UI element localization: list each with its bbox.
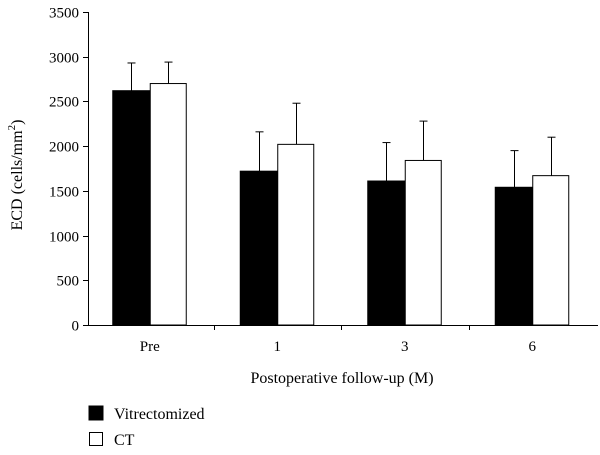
legend-label-ct: CT bbox=[114, 432, 135, 449]
bars-group bbox=[112, 61, 570, 326]
y-tick-label: 0 bbox=[72, 319, 80, 335]
x-tick-label: 1 bbox=[274, 339, 282, 355]
bar-ct-1 bbox=[277, 143, 315, 326]
y-tick-label: 2500 bbox=[49, 95, 79, 111]
legend: Vitrectomized CT bbox=[88, 405, 205, 449]
x-axis-title: Postoperative follow-up (M) bbox=[250, 370, 433, 387]
x-tick-label: 6 bbox=[529, 339, 537, 355]
y-axis-title-superscript: 2 bbox=[6, 125, 18, 131]
y-tick-label: 1500 bbox=[49, 185, 79, 201]
y-tick-label: 3000 bbox=[49, 51, 79, 67]
bar-vitrectomized-6 bbox=[494, 186, 533, 326]
y-axis-title-close: ) bbox=[9, 120, 26, 125]
y-axis-title-main: ECD (cells/mm bbox=[9, 130, 26, 231]
x-tick-label: Pre bbox=[140, 339, 160, 355]
y-tick-label: 500 bbox=[57, 274, 80, 290]
y-axis-title: ECD (cells/mm2) bbox=[6, 120, 26, 231]
y-tick-label: 3500 bbox=[49, 6, 79, 22]
bar-ct-pre bbox=[149, 83, 187, 326]
legend-swatch-ct bbox=[89, 432, 103, 446]
bar-ct-3 bbox=[404, 159, 442, 326]
legend-swatch-vitrectomized bbox=[88, 405, 104, 421]
x-axis-ticks: Pre 1 3 6 bbox=[140, 325, 537, 355]
legend-label-vitrectomized: Vitrectomized bbox=[114, 406, 205, 423]
bar-vitrectomized-3 bbox=[367, 180, 406, 326]
x-tick-label: 3 bbox=[401, 339, 409, 355]
bar-ct-6 bbox=[532, 175, 570, 326]
y-axis-ticks: 0 500 1000 1500 2000 2500 3000 3500 bbox=[49, 6, 88, 335]
bar-vitrectomized-pre bbox=[112, 90, 151, 326]
y-tick-label: 2000 bbox=[49, 140, 79, 156]
y-tick-label: 1000 bbox=[49, 230, 79, 246]
bar-vitrectomized-1 bbox=[239, 170, 278, 326]
